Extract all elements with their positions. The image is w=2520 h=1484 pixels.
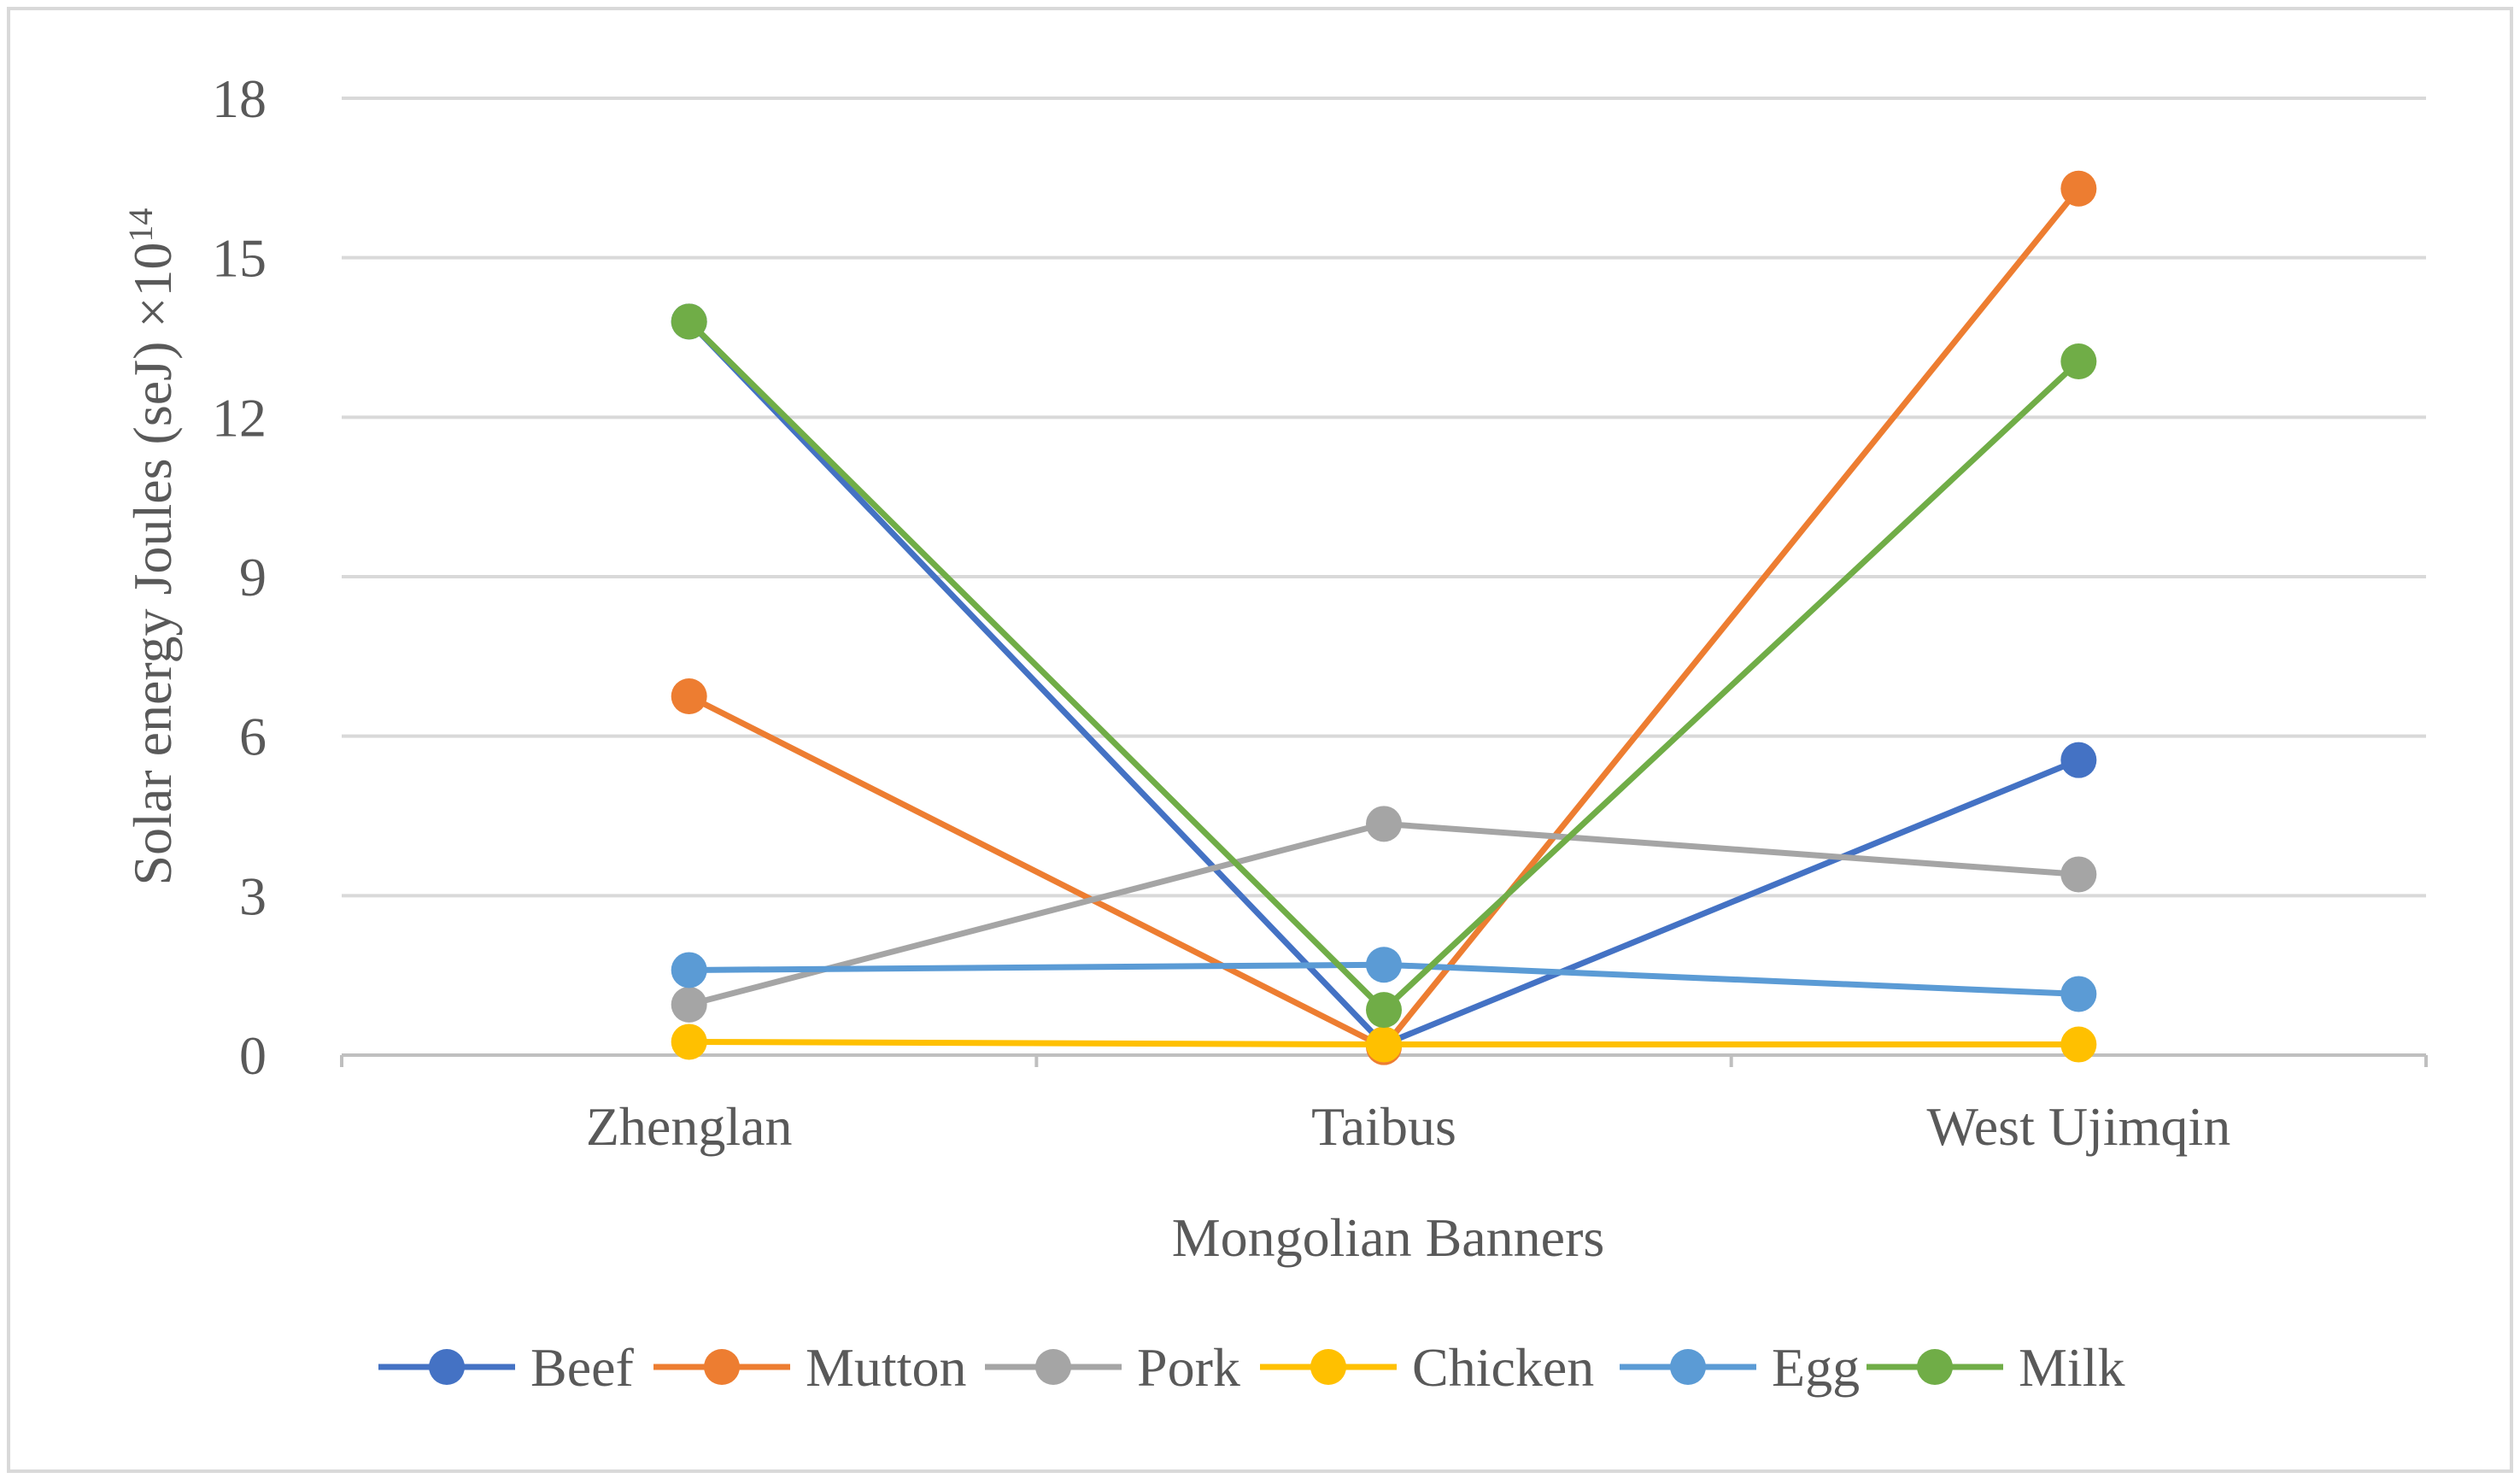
- x-tick-label: Zhenglan: [586, 1096, 793, 1157]
- data-point-chicken: [2060, 1026, 2097, 1063]
- data-point-egg: [671, 952, 707, 988]
- legend-item-mutton: Mutton: [653, 1337, 966, 1398]
- legend-item-milk: Milk: [1867, 1337, 2124, 1398]
- data-point-beef: [2060, 742, 2097, 778]
- data-point-mutton: [671, 678, 707, 714]
- data-point-pork: [671, 986, 707, 1023]
- data-point-pork: [1366, 806, 1402, 842]
- y-tick-label: 15: [212, 228, 267, 289]
- legend-label-pork: Pork: [1137, 1337, 1240, 1398]
- y-axis-label-text: Solar energy Joules (seJ) ×10: [122, 243, 183, 886]
- x-tick-labels: Zhenglan Taibus West Ujimqin: [586, 1096, 2230, 1157]
- data-point-chicken: [1366, 1026, 1402, 1063]
- data-point-pork: [2060, 856, 2097, 893]
- data-point-milk: [2060, 343, 2097, 379]
- legend-label-beef: Beef: [530, 1337, 635, 1398]
- legend-label-milk: Milk: [2019, 1337, 2124, 1398]
- legend-marker-mutton: [704, 1349, 740, 1385]
- x-axis-label: Mongolian Banners: [1172, 1207, 1605, 1268]
- y-tick-label: 12: [212, 387, 267, 448]
- legend-marker-chicken: [1310, 1349, 1346, 1385]
- legend-item-pork: Pork: [985, 1337, 1240, 1398]
- legend-marker-beef: [429, 1349, 465, 1385]
- y-axis-label-superscript: 14: [121, 208, 160, 243]
- y-axis-label: Solar energy Joules (seJ) ×1014: [121, 208, 183, 886]
- legend: Beef Mutton Pork Chicken Egg Milk: [378, 1337, 2124, 1398]
- y-tick-label: 18: [212, 68, 267, 129]
- y-tick-labels: 0 3 6 9 12 15 18: [212, 68, 267, 1086]
- legend-label-chicken: Chicken: [1412, 1337, 1594, 1398]
- data-point-egg: [1366, 947, 1402, 983]
- data-point-chicken: [671, 1024, 707, 1060]
- chart-border: [7, 7, 2513, 1473]
- legend-item-chicken: Chicken: [1260, 1337, 1594, 1398]
- legend-marker-egg: [1670, 1349, 1706, 1385]
- data-point-milk: [671, 303, 707, 340]
- x-tick-label: West Ujimqin: [1926, 1096, 2230, 1157]
- y-tick-label: 9: [239, 547, 267, 607]
- legend-item-beef: Beef: [378, 1337, 635, 1398]
- data-point-egg: [2060, 976, 2097, 1012]
- legend-item-egg: Egg: [1620, 1337, 1860, 1398]
- legend-label-egg: Egg: [1772, 1337, 1860, 1398]
- series-layer: [671, 170, 2097, 1065]
- legend-label-mutton: Mutton: [806, 1337, 966, 1398]
- legend-marker-pork: [1035, 1349, 1071, 1385]
- legend-marker-milk: [1917, 1349, 1953, 1385]
- y-tick-label: 3: [239, 865, 267, 926]
- y-tick-label: 6: [239, 707, 267, 767]
- gridlines: [342, 97, 2426, 898]
- x-tick-label: Taibus: [1311, 1096, 1456, 1157]
- data-point-mutton: [2060, 170, 2097, 207]
- data-point-milk: [1366, 992, 1402, 1029]
- y-tick-label: 0: [239, 1025, 267, 1086]
